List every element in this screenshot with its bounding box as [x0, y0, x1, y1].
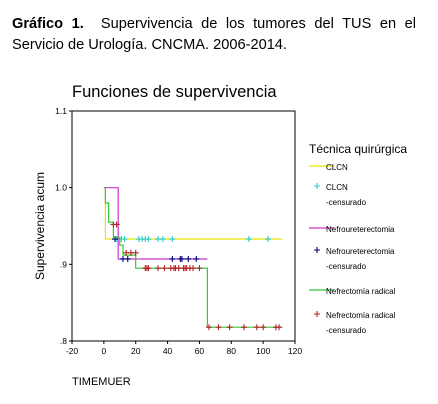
censored-mark-2	[190, 265, 197, 272]
x-tick-label: 40	[163, 346, 173, 356]
legend-label: Nefroureterectomia	[326, 247, 395, 256]
x-tick-label: 0	[101, 346, 106, 356]
legend: Técnica quirúrgica CLCN CLCN -censurado Nef…	[309, 142, 407, 335]
censored-mark-0	[121, 236, 128, 243]
censored-mark-2	[113, 221, 120, 228]
x-tick-label: -20	[66, 346, 79, 356]
censored-mark-2	[196, 265, 203, 272]
censored-mark-2	[241, 324, 248, 331]
censored-mark-2	[145, 265, 152, 272]
censored-mark-1	[178, 255, 185, 262]
censored-mark-2	[155, 265, 162, 272]
legend-label: CLCN	[326, 183, 348, 192]
censored-mark-2	[161, 265, 168, 272]
x-tick-label: 80	[227, 346, 237, 356]
censored-mark-0	[245, 236, 252, 243]
plot-frame	[71, 110, 296, 342]
censored-mark-2	[132, 249, 139, 256]
censored-mark-2	[215, 324, 222, 331]
caption-label: Gráfico 1.	[12, 16, 84, 32]
x-axis-label: TIMEMUER	[72, 376, 131, 388]
legend-label: Nefrectomía radical	[326, 287, 396, 296]
x-tick-label: 120	[288, 346, 302, 356]
censored-mark-1	[169, 255, 176, 262]
x-tick-label: 60	[195, 346, 205, 356]
legend-swatch-plus	[314, 183, 320, 189]
censored-mark-1	[124, 255, 131, 262]
y-axis-label: Supervivencia acum	[33, 172, 47, 280]
censored-mark-0	[145, 236, 152, 243]
survival-line-0	[103, 187, 283, 240]
y-tick-label: 1.0	[55, 183, 67, 193]
censored-mark-2	[226, 324, 233, 331]
censored-mark-0	[264, 236, 271, 243]
censored-mark-0	[159, 236, 166, 243]
legend-sublabel: -censurado	[326, 262, 367, 271]
legend-title: Técnica quirúrgica	[309, 142, 407, 156]
censored-mark-2	[253, 324, 260, 331]
caption-text: Supervivencia de los tumores del TUS en …	[12, 16, 416, 53]
legend-sublabel: -censurado	[326, 198, 367, 207]
legend-label: CLCN	[326, 163, 348, 172]
x-axis: -20 0 20 40 60 80 100 120	[66, 341, 302, 356]
censored-mark-2	[276, 324, 283, 331]
chart-title: Funciones de supervivencia	[72, 83, 277, 101]
y-tick-label: 1.1	[55, 106, 67, 116]
x-tick-label: 100	[256, 346, 270, 356]
censored-mark-1	[193, 255, 200, 262]
survival-line-1	[103, 187, 208, 260]
censored-mark-0	[169, 236, 176, 243]
x-tick-label: 20	[131, 346, 141, 356]
survival-line-2	[103, 187, 283, 328]
legend-label: Nefrectomía radical	[326, 311, 396, 320]
censored-mark-1	[185, 255, 192, 262]
legend-swatch-plus	[314, 311, 320, 317]
figure-caption: Gráfico 1. Supervivencia de los tumores …	[12, 14, 416, 56]
censored-mark-2	[260, 324, 267, 331]
series-layer	[103, 187, 283, 331]
censored-mark-2	[205, 324, 212, 331]
y-tick-label: .9	[60, 259, 67, 269]
y-axis: .8 .9 1.0 1.1	[55, 106, 72, 346]
y-tick-label: .8	[60, 336, 67, 346]
legend-swatch-plus	[314, 247, 320, 253]
legend-label: Nefroureterectomia	[326, 225, 395, 234]
legend-sublabel: -censurado	[326, 326, 367, 335]
